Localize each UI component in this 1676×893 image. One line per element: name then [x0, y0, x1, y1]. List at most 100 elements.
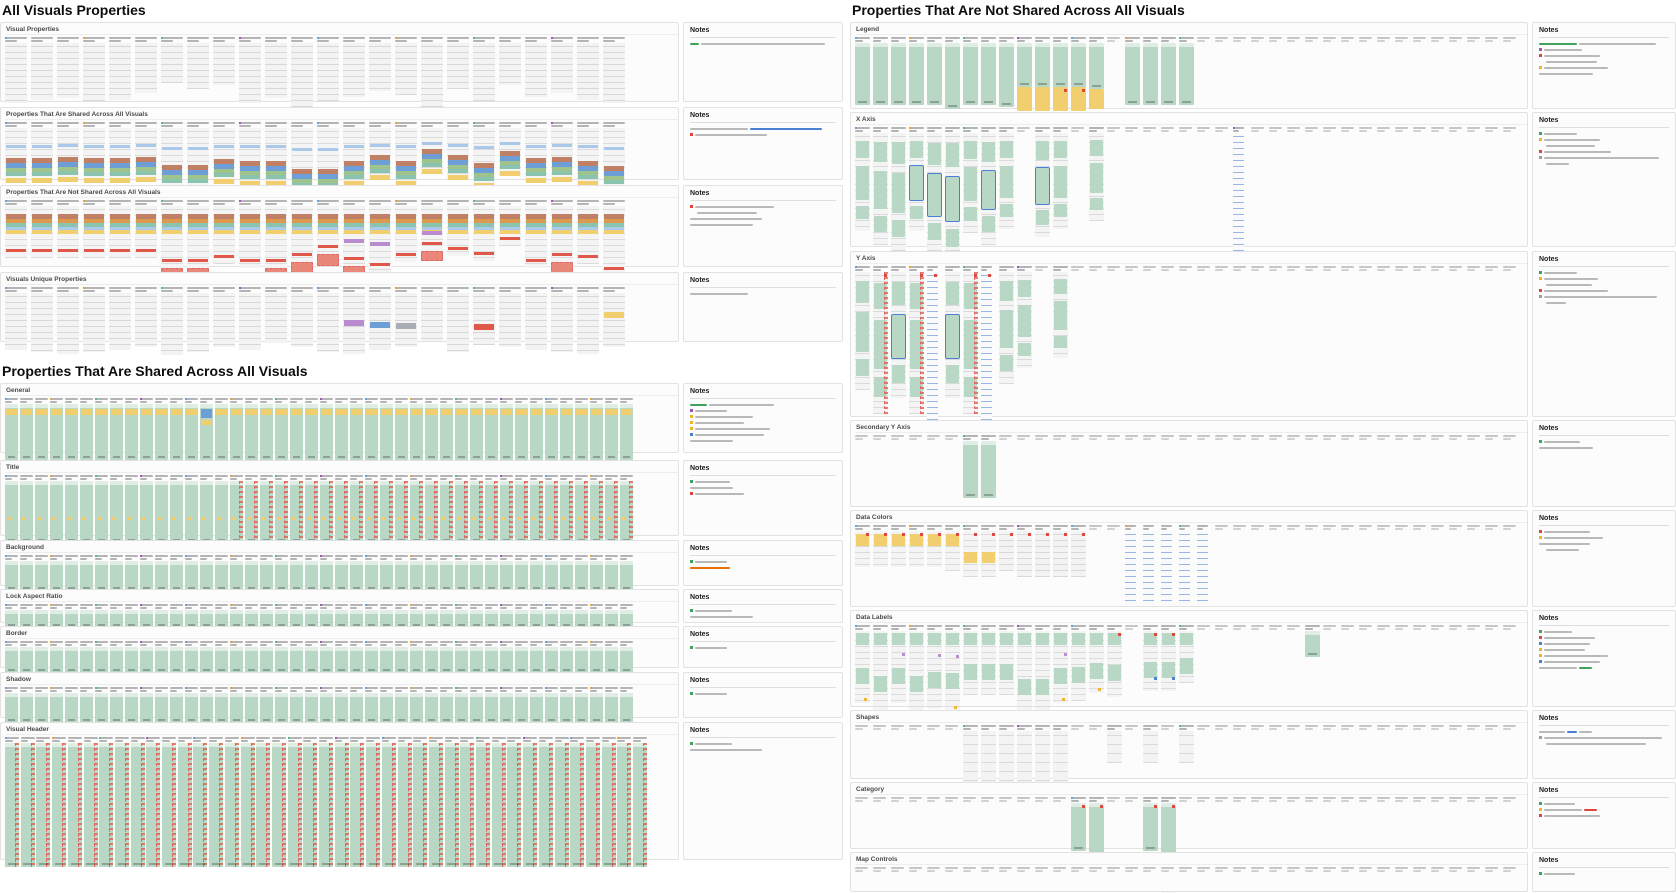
visual-card[interactable] [455, 555, 468, 591]
visual-card[interactable] [500, 475, 513, 543]
visual-card[interactable] [170, 641, 183, 673]
visual-card[interactable] [1143, 525, 1154, 605]
visual-card[interactable] [80, 641, 93, 673]
visual-card[interactable] [1053, 37, 1068, 111]
visual-card[interactable] [155, 641, 168, 673]
visual-card[interactable] [873, 127, 888, 245]
visual-card[interactable] [83, 122, 105, 183]
visual-card[interactable] [230, 475, 243, 543]
visual-card[interactable] [444, 737, 459, 867]
visual-card[interactable] [380, 604, 393, 628]
visual-card[interactable] [440, 604, 453, 628]
visual-card[interactable] [460, 737, 475, 867]
visual-card[interactable] [110, 475, 123, 543]
visual-card[interactable] [213, 122, 235, 184]
visual-card[interactable] [317, 200, 339, 266]
visual-card[interactable] [80, 555, 93, 591]
visual-card[interactable] [981, 37, 996, 105]
visual-card[interactable] [215, 641, 228, 673]
visual-card[interactable] [425, 604, 438, 628]
visual-card[interactable] [335, 687, 348, 723]
visual-card[interactable] [36, 737, 51, 867]
visual-card[interactable] [410, 398, 423, 460]
visual-card[interactable] [245, 475, 258, 543]
visual-card[interactable] [395, 122, 417, 186]
visual-card[interactable] [395, 475, 408, 543]
visual-card[interactable] [1089, 37, 1104, 109]
visual-card[interactable] [350, 604, 363, 628]
visual-card[interactable] [31, 37, 53, 100]
visual-card[interactable] [590, 555, 603, 591]
visual-card[interactable] [981, 127, 996, 245]
visual-card[interactable] [135, 122, 157, 182]
visual-card[interactable] [530, 641, 543, 673]
visual-card[interactable] [395, 641, 408, 673]
visual-card[interactable] [185, 475, 198, 543]
visual-card[interactable] [369, 287, 391, 350]
visual-card[interactable] [369, 37, 391, 91]
visual-card[interactable] [35, 475, 48, 543]
visual-card[interactable] [421, 122, 443, 174]
visual-card[interactable] [260, 555, 273, 591]
visual-card[interactable] [425, 555, 438, 591]
visual-card[interactable] [380, 687, 393, 723]
visual-card[interactable] [620, 555, 633, 591]
visual-card[interactable] [140, 555, 153, 591]
visual-card[interactable] [410, 687, 423, 723]
visual-card[interactable] [620, 687, 633, 723]
visual-card[interactable] [605, 604, 618, 628]
visual-card[interactable] [5, 475, 18, 543]
visual-card[interactable] [545, 641, 558, 673]
visual-card[interactable] [470, 641, 483, 673]
visual-card[interactable] [140, 641, 153, 673]
visual-card[interactable] [365, 687, 378, 723]
visual-card[interactable] [125, 398, 138, 474]
visual-card[interactable] [109, 37, 131, 100]
visual-card[interactable] [187, 287, 209, 352]
visual-card[interactable] [873, 37, 888, 105]
visual-card[interactable] [245, 398, 258, 460]
visual-card[interactable] [80, 604, 93, 628]
visual-card[interactable] [1035, 127, 1050, 237]
visual-card[interactable] [1071, 797, 1086, 851]
visual-card[interactable] [499, 200, 521, 246]
visual-card[interactable] [855, 37, 870, 105]
visual-card[interactable] [633, 737, 647, 867]
visual-card[interactable] [440, 555, 453, 591]
visual-card[interactable] [187, 37, 209, 89]
visual-card[interactable] [5, 555, 18, 591]
visual-card[interactable] [1161, 37, 1176, 105]
visual-card[interactable] [410, 641, 423, 673]
visual-card[interactable] [440, 687, 453, 723]
visual-card[interactable] [570, 737, 585, 867]
visual-card[interactable] [963, 37, 978, 105]
visual-card[interactable] [1179, 625, 1194, 683]
visual-card[interactable] [185, 641, 198, 673]
visual-card[interactable] [260, 604, 273, 628]
visual-card[interactable] [620, 604, 633, 628]
visual-card[interactable] [125, 475, 138, 543]
visual-card[interactable] [350, 475, 363, 543]
visual-card[interactable] [110, 604, 123, 628]
visual-card[interactable] [855, 625, 870, 703]
visual-card[interactable] [20, 604, 33, 628]
visual-card[interactable] [215, 475, 228, 543]
visual-card[interactable] [317, 287, 339, 352]
visual-card[interactable] [146, 737, 161, 867]
visual-card[interactable] [239, 37, 261, 103]
visual-card[interactable] [620, 398, 633, 460]
visual-card[interactable] [577, 200, 599, 264]
visual-card[interactable] [365, 555, 378, 591]
visual-card[interactable] [5, 287, 27, 350]
visual-card[interactable] [230, 604, 243, 628]
visual-card[interactable] [577, 122, 599, 196]
visual-card[interactable] [110, 641, 123, 673]
visual-card[interactable] [891, 525, 906, 567]
visual-card[interactable] [410, 604, 423, 628]
visual-card[interactable] [140, 475, 153, 543]
visual-card[interactable] [525, 37, 547, 97]
visual-card[interactable] [317, 37, 339, 101]
visual-card[interactable] [590, 604, 603, 628]
visual-card[interactable] [605, 398, 618, 460]
visual-card[interactable] [425, 475, 438, 543]
